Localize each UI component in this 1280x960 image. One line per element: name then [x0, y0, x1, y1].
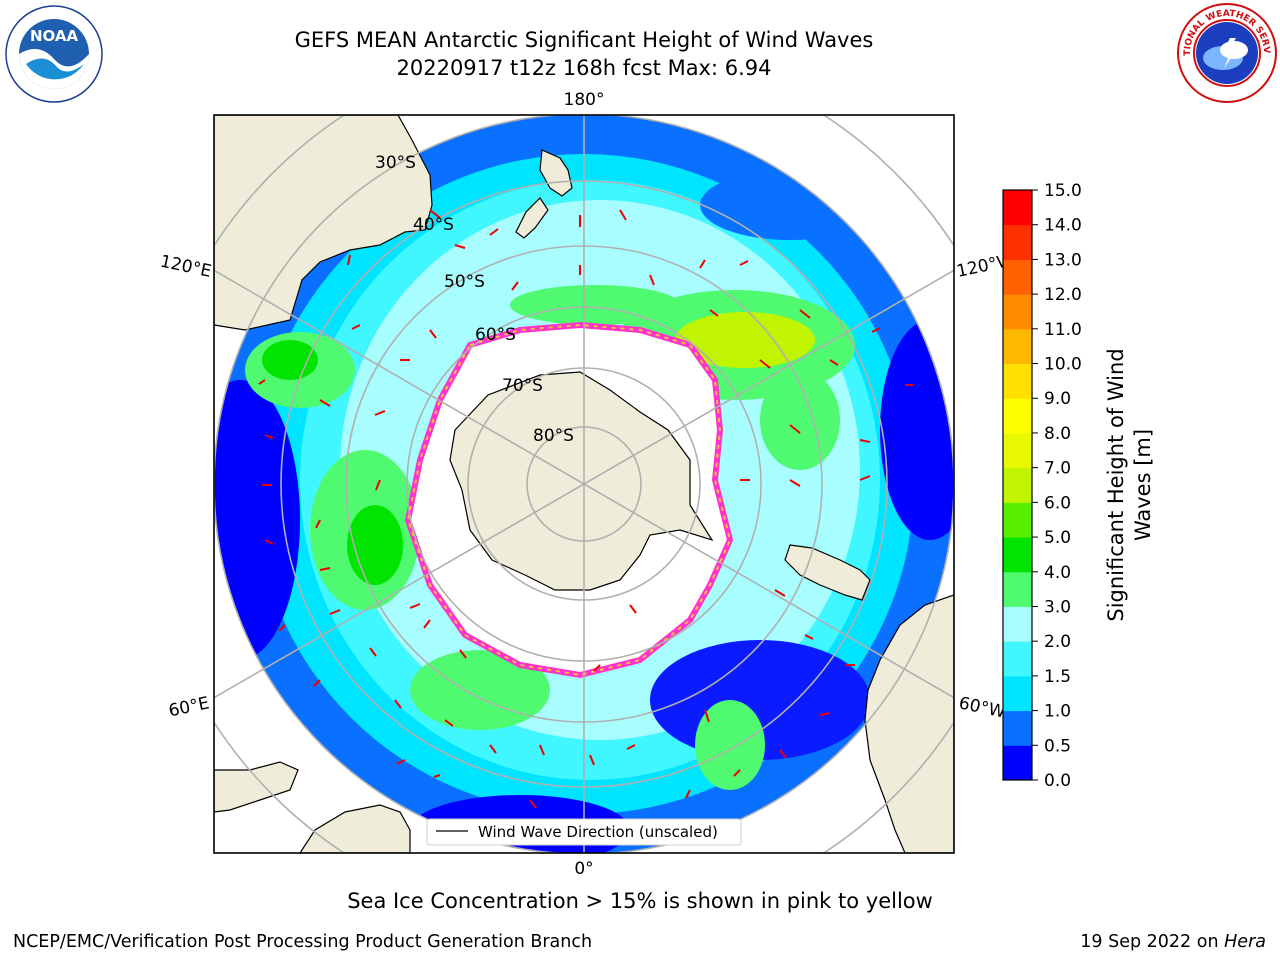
nws-logo: NATIONAL WEATHER SERVICE	[1176, 2, 1277, 103]
colorbar-tick-label: 15.0	[1044, 181, 1082, 201]
colorbar-swatch	[1003, 606, 1032, 642]
noaa-logo-text: NOAA	[30, 27, 79, 45]
wave-direction-arrows	[258, 209, 913, 809]
lon-label-bottom: 0°	[574, 859, 593, 879]
chart-subtitle: 20220917 t12z 168h fcst Max: 6.94	[396, 56, 772, 80]
run-date: 19 Sep 2022 on Hera	[1080, 932, 1266, 952]
colorbar-swatch	[1003, 467, 1032, 503]
colorbar-tick-label: 11.0	[1044, 320, 1082, 340]
map-frame	[213, 114, 955, 854]
lat-label: 30°S	[375, 153, 416, 173]
lon-label-top: 180°	[564, 90, 605, 110]
run-date-text: 19 Sep 2022 on	[1080, 932, 1219, 952]
antarctica	[449, 371, 714, 591]
colorbar-swatch	[1003, 294, 1032, 330]
colorbar-tick-label: 14.0	[1044, 216, 1082, 236]
colorbar-swatch	[1003, 537, 1032, 573]
colorbar-tick-label: 7.0	[1044, 459, 1071, 479]
colorbar-tick-label: 6.0	[1044, 493, 1071, 513]
colorbar-swatch	[1003, 675, 1032, 712]
lon-label-lower-left: 60°E	[167, 693, 211, 721]
sea-ice	[404, 321, 734, 679]
lon-label-upper-left: 120°E	[158, 252, 213, 282]
colorbar-tick-label: 5.0	[1044, 528, 1071, 548]
legend-label: Wind Wave Direction (unscaled)	[478, 823, 718, 841]
colorbar-label-line2: Waves [m]	[1131, 429, 1155, 541]
colorbar-swatch	[1003, 710, 1032, 746]
colorbar-tick-label: 4.0	[1044, 563, 1071, 583]
colorbar-tick-label: 13.0	[1044, 250, 1082, 270]
lat-label: 40°S	[413, 215, 454, 235]
credit: NCEP/EMC/Verification Post Processing Pr…	[13, 932, 593, 952]
colorbar-swatch	[1003, 641, 1032, 677]
colorbar-tick-label: 0.5	[1044, 736, 1071, 756]
colorbar-swatch	[1003, 398, 1032, 434]
colorbar-swatch	[1003, 745, 1032, 781]
lon-label-lower-right: 60°W	[957, 693, 1007, 722]
lat-label: 80°S	[533, 426, 574, 446]
colorbar-tick-label: 2.0	[1044, 632, 1071, 652]
colorbar-label-line1: Significant Height of Wind	[1104, 348, 1128, 621]
lat-label: 50°S	[444, 272, 485, 292]
colorbar-swatch	[1003, 502, 1032, 538]
colorbar-tick-label: 12.0	[1044, 285, 1082, 305]
colorbar: 0.0 0.5 1.0 1.5 2.0 3.0 4.0 5.0 6.0 7.0 8.0 9.0 10.0…	[1002, 181, 1082, 791]
colorbar-swatch	[1003, 190, 1032, 226]
noaa-logo: NOAA	[5, 5, 103, 103]
chart-title: GEFS MEAN Antarctic Significant Height o…	[294, 28, 874, 52]
colorbar-swatch	[1003, 571, 1032, 607]
graticule	[214, 115, 954, 853]
sea-ice-note: Sea Ice Concentration > 15% is shown in …	[347, 889, 933, 913]
colorbar-tick-label: 10.0	[1044, 355, 1082, 375]
colorbar-swatch	[1003, 432, 1032, 469]
colorbar-frame	[1002, 189, 1033, 781]
map-legend: Wind Wave Direction (unscaled)	[426, 818, 742, 846]
lat-label: 70°S	[502, 376, 543, 396]
colorbar-tick-label: 1.5	[1044, 667, 1071, 687]
colorbar-swatch	[1003, 259, 1032, 295]
host-name: Hera	[1224, 932, 1266, 952]
colorbar-swatch	[1003, 224, 1032, 260]
colorbar-tick-label: 1.0	[1044, 702, 1071, 722]
colorbar-tick-label: 0.0	[1044, 771, 1071, 791]
lat-label: 60°S	[475, 325, 516, 345]
colorbar-tick-label: 3.0	[1044, 597, 1071, 617]
colorbar-swatch	[1003, 328, 1032, 365]
colorbar-tick-label: 9.0	[1044, 389, 1071, 409]
colorbar-swatch	[1003, 363, 1032, 399]
colorbar-tick-label: 8.0	[1044, 424, 1071, 444]
